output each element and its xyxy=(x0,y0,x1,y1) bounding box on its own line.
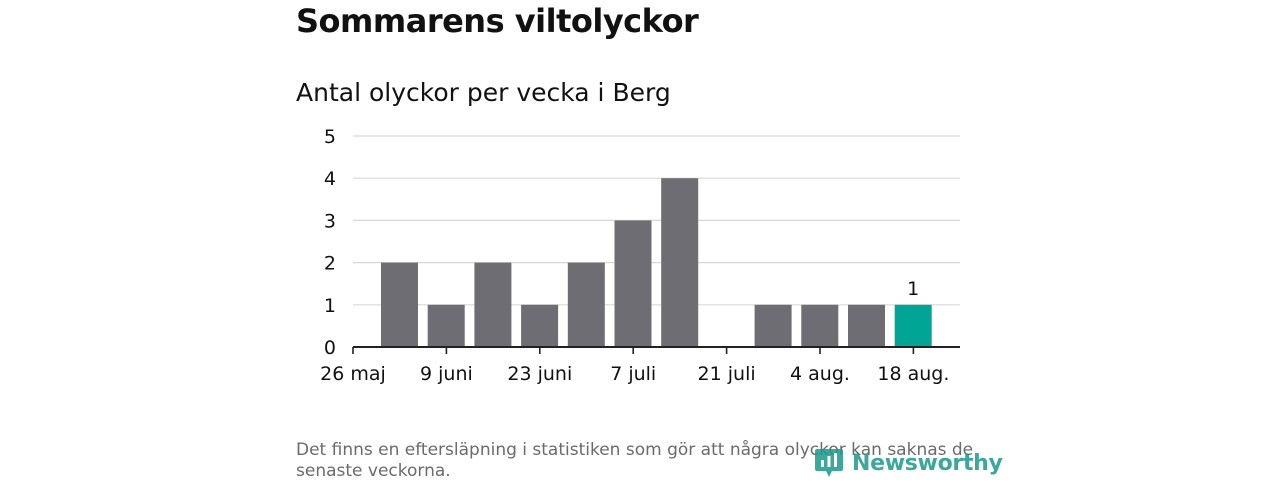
y-tick-label: 2 xyxy=(324,253,336,275)
x-tick-label: 4 aug. xyxy=(790,363,850,385)
page-title: Sommarens viltolyckor xyxy=(296,2,699,40)
bar xyxy=(801,304,839,347)
newsworthy-logo[interactable]: Newsworthy xyxy=(814,446,1003,480)
newsworthy-logo-icon xyxy=(815,449,843,477)
bar xyxy=(754,304,792,347)
bar xyxy=(381,262,418,347)
y-tick-label: 0 xyxy=(324,337,336,359)
axis-labels: 0 1 2 3 4 5 1 26 maj 9 juni 23 juni 7 juli 21 juli 4… xyxy=(320,126,949,385)
chart-title: Antal olyckor per vecka i Berg xyxy=(296,78,671,107)
bar-chart: 0 1 2 3 4 5 1 26 maj 9 juni 23 juni 7 juli 21 juli 4… xyxy=(320,126,960,385)
bar xyxy=(661,178,699,347)
x-tick-label: 9 juni xyxy=(420,363,473,385)
data-label: 1 xyxy=(907,278,919,300)
bar xyxy=(427,304,465,347)
y-tick-label: 4 xyxy=(324,168,336,190)
x-tick-label: 21 juli xyxy=(698,363,756,385)
y-tick-label: 3 xyxy=(324,210,336,232)
footnote: Det finns en eftersläpning i statistiken… xyxy=(296,440,974,481)
bar xyxy=(567,262,605,347)
x-tick-label: 18 aug. xyxy=(877,363,949,385)
y-tick-label: 5 xyxy=(324,126,336,148)
y-tick-label: 1 xyxy=(324,295,336,317)
x-tick-label: 23 juni xyxy=(507,363,572,385)
bar-highlight xyxy=(894,304,932,347)
bar xyxy=(521,304,559,347)
x-axis xyxy=(352,346,960,354)
bars xyxy=(381,178,932,347)
grid-lines xyxy=(353,135,960,306)
bar xyxy=(474,262,512,347)
x-tick-label: 26 maj xyxy=(320,363,386,385)
logo-text: Newsworthy xyxy=(852,450,1003,476)
bar xyxy=(614,220,652,347)
bar xyxy=(848,304,885,347)
x-tick-label: 7 juli xyxy=(610,363,656,385)
